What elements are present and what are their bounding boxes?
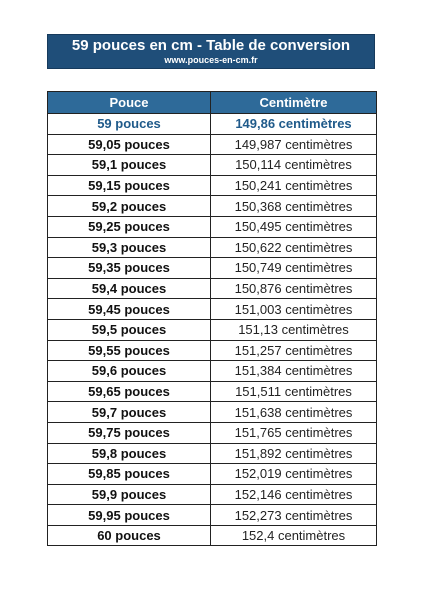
inch-value: 59,85 pouces [47, 463, 211, 485]
cm-value: 152,019 centimètres [210, 463, 377, 485]
website-url: www.pouces-en-cm.fr [164, 55, 258, 65]
table-row: 59,3 pouces 150,622 centimètres [47, 236, 377, 259]
cm-value: 151,384 centimètres [210, 360, 377, 382]
cm-value: 150,241 centimètres [210, 174, 377, 197]
inch-value: 59,95 pouces [47, 504, 211, 526]
table-row: 59,65 pouces 151,511 centimètres [47, 380, 377, 403]
table-row: 59,1 pouces 150,114 centimètres [47, 154, 377, 176]
inch-value: 59,1 pouces [47, 154, 211, 176]
cm-value: 152,273 centimètres [210, 504, 377, 526]
inch-value: 59,3 pouces [47, 236, 211, 259]
table-row: 59,4 pouces 150,876 centimètres [47, 277, 377, 300]
table-row: 59 pouces 149,86 centimètres [47, 113, 377, 135]
inch-value: 59,25 pouces [47, 215, 211, 238]
table-row: 59,85 pouces 152,019 centimètres [47, 463, 377, 485]
inch-value: 59,2 pouces [47, 195, 211, 217]
cm-value: 150,495 centimètres [210, 215, 377, 238]
cm-value: 149,86 centimètres [210, 113, 377, 135]
table-row: 59,6 pouces 151,384 centimètres [47, 360, 377, 382]
inch-value: 59 pouces [47, 113, 211, 135]
inch-value: 59,15 pouces [47, 174, 211, 197]
table-row: 60 pouces 152,4 centimètres [47, 524, 377, 547]
cm-value: 150,114 centimètres [210, 154, 377, 176]
cm-value: 152,146 centimètres [210, 483, 377, 506]
cm-value: 151,765 centimètres [210, 421, 377, 444]
inch-value: 59,9 pouces [47, 483, 211, 506]
cm-value: 150,876 centimètres [210, 277, 377, 300]
conversion-table: Pouce Centimètre 59 pouces 149,86 centimè… [47, 91, 377, 547]
title-banner: 59 pouces en cm - Table de conversion ww… [47, 34, 375, 69]
cm-value: 149,987 centimètres [210, 133, 377, 156]
column-header-centimetre: Centimètre [210, 91, 377, 114]
cm-value: 150,749 centimètres [210, 257, 377, 279]
table-row: 59,95 pouces 152,273 centimètres [47, 504, 377, 526]
inch-value: 59,5 pouces [47, 318, 211, 341]
table-row: 59,15 pouces 150,241 centimètres [47, 174, 377, 197]
inch-value: 59,8 pouces [47, 442, 211, 465]
inch-value: 59,45 pouces [47, 298, 211, 320]
table-row: 59,25 pouces 150,495 centimètres [47, 215, 377, 238]
inch-value: 59,7 pouces [47, 401, 211, 423]
table-row: 59,05 pouces 149,987 centimètres [47, 133, 377, 156]
inch-value: 59,35 pouces [47, 257, 211, 279]
table-row: 59,45 pouces 151,003 centimètres [47, 298, 377, 320]
inch-value: 59,55 pouces [47, 339, 211, 362]
cm-value: 150,368 centimètres [210, 195, 377, 217]
table-body: 59 pouces 149,86 centimètres 59,05 pouces 1… [47, 113, 377, 547]
inch-value: 60 pouces [47, 524, 211, 547]
table-row: 59,5 pouces 151,13 centimètres [47, 318, 377, 341]
inch-value: 59,65 pouces [47, 380, 211, 403]
cm-value: 151,638 centimètres [210, 401, 377, 423]
table-row: 59,75 pouces 151,765 centimètres [47, 421, 377, 444]
table-row: 59,55 pouces 151,257 centimètres [47, 339, 377, 362]
table-row: 59,7 pouces 151,638 centimètres [47, 401, 377, 423]
cm-value: 150,622 centimètres [210, 236, 377, 259]
table-row: 59,8 pouces 151,892 centimètres [47, 442, 377, 465]
inch-value: 59,75 pouces [47, 421, 211, 444]
cm-value: 152,4 centimètres [210, 524, 377, 547]
table-row: 59,9 pouces 152,146 centimètres [47, 483, 377, 506]
cm-value: 151,892 centimètres [210, 442, 377, 465]
column-header-pouce: Pouce [47, 91, 211, 114]
page-title: 59 pouces en cm - Table de conversion [71, 37, 351, 54]
table-header-row: Pouce Centimètre [47, 91, 377, 114]
cm-value: 151,511 centimètres [210, 380, 377, 403]
table-row: 59,2 pouces 150,368 centimètres [47, 195, 377, 217]
inch-value: 59,4 pouces [47, 277, 211, 300]
cm-value: 151,13 centimètres [210, 318, 377, 341]
inch-value: 59,6 pouces [47, 360, 211, 382]
table-row: 59,35 pouces 150,749 centimètres [47, 257, 377, 279]
cm-value: 151,257 centimètres [210, 339, 377, 362]
inch-value: 59,05 pouces [47, 133, 211, 156]
cm-value: 151,003 centimètres [210, 298, 377, 320]
